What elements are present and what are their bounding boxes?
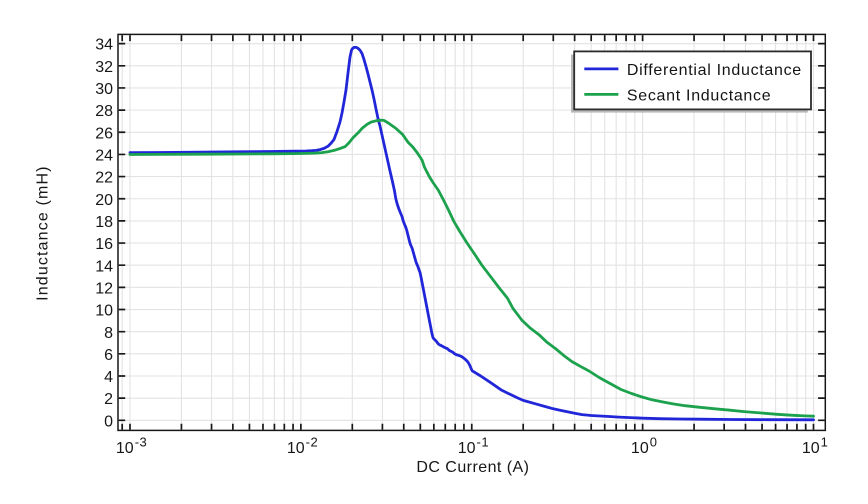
svg-text:16: 16 — [95, 236, 113, 253]
svg-text:28: 28 — [95, 103, 113, 120]
svg-text:34: 34 — [95, 37, 113, 54]
svg-text:12: 12 — [95, 281, 113, 298]
svg-text:14: 14 — [95, 258, 113, 275]
svg-text:6: 6 — [104, 347, 113, 364]
svg-text:8: 8 — [104, 325, 113, 342]
svg-text:0: 0 — [104, 413, 113, 430]
svg-text:10: 10 — [95, 303, 113, 320]
svg-text:24: 24 — [95, 148, 113, 165]
svg-text:32: 32 — [95, 59, 113, 76]
svg-text:30: 30 — [95, 81, 113, 98]
svg-text:Differential Inductance: Differential Inductance — [627, 62, 802, 79]
svg-text:Secant Inductance: Secant Inductance — [627, 87, 771, 104]
svg-text:4: 4 — [104, 369, 113, 386]
svg-text:2: 2 — [104, 391, 113, 408]
svg-text:22: 22 — [95, 170, 113, 187]
svg-text:20: 20 — [95, 192, 113, 209]
svg-text:26: 26 — [95, 125, 113, 142]
svg-text:18: 18 — [95, 214, 113, 231]
svg-text:DC Current (A): DC Current (A) — [416, 459, 529, 476]
svg-text:Inductance (mH): Inductance (mH) — [35, 165, 52, 301]
